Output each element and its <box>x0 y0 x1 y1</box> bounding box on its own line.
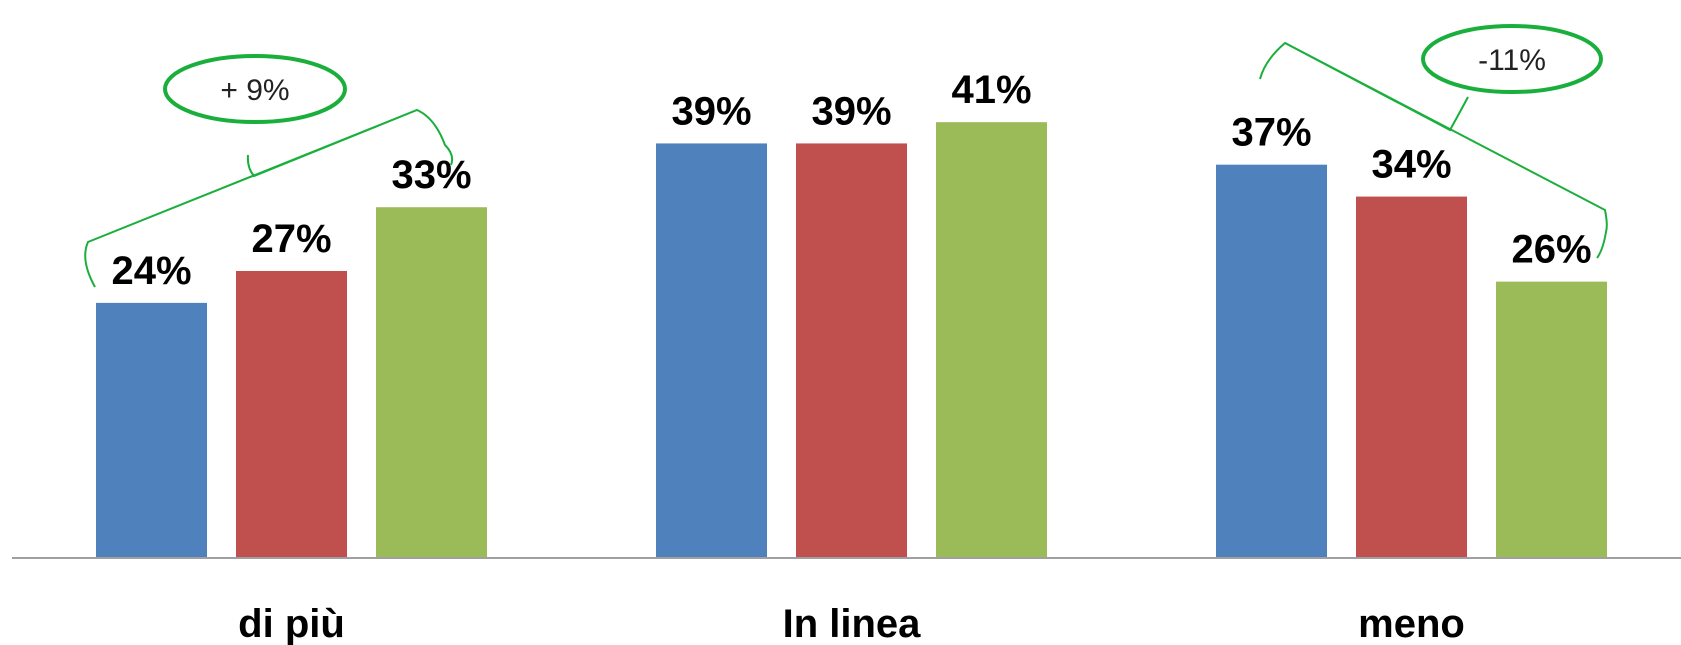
decrease-bubble <box>1421 24 1603 94</box>
category-label-meno: meno <box>1358 602 1465 645</box>
category-label-in-linea: In linea <box>783 602 922 645</box>
bar-in-linea-series-2 <box>796 143 907 558</box>
increase-callout-text: + 9% <box>220 74 289 107</box>
value-label-meno-series-1: 37% <box>1231 111 1311 155</box>
bar-meno-series-1 <box>1216 164 1327 558</box>
increase-bubble <box>163 54 347 124</box>
category-label-di-pi: di più <box>238 602 345 645</box>
bar-in-linea-series-1 <box>656 143 767 558</box>
bar-meno-series-2 <box>1356 196 1467 558</box>
decrease-callout: -11% <box>1259 24 1608 259</box>
bar-di-pi-series-1 <box>96 302 207 558</box>
bar-in-linea-series-3 <box>936 122 1047 559</box>
value-label-meno-series-2: 34% <box>1371 143 1451 187</box>
value-label-di-pi-series-2: 27% <box>251 217 331 261</box>
value-label-meno-series-3: 26% <box>1511 228 1591 272</box>
decrease-brace <box>1259 41 1608 259</box>
value-label-in-linea-series-2: 39% <box>811 89 891 133</box>
increase-callout: + 9% <box>84 54 454 288</box>
value-label-in-linea-series-1: 39% <box>671 89 751 133</box>
bar-di-pi-series-3 <box>376 207 487 558</box>
value-labels-group: 24% 27% 33% 39% 39% 41% 37% 34% 26% <box>111 68 1591 293</box>
increase-brace <box>84 108 454 288</box>
category-labels-group: di più In linea meno <box>238 602 1465 645</box>
bars-group <box>96 122 1607 559</box>
bar-di-pi-series-2 <box>236 270 347 558</box>
value-label-di-pi-series-1: 24% <box>111 249 191 293</box>
bar-meno-series-3 <box>1496 281 1607 558</box>
value-label-in-linea-series-3: 41% <box>951 68 1031 112</box>
decrease-callout-text: -11% <box>1478 44 1546 77</box>
value-label-di-pi-series-3: 33% <box>391 153 471 197</box>
